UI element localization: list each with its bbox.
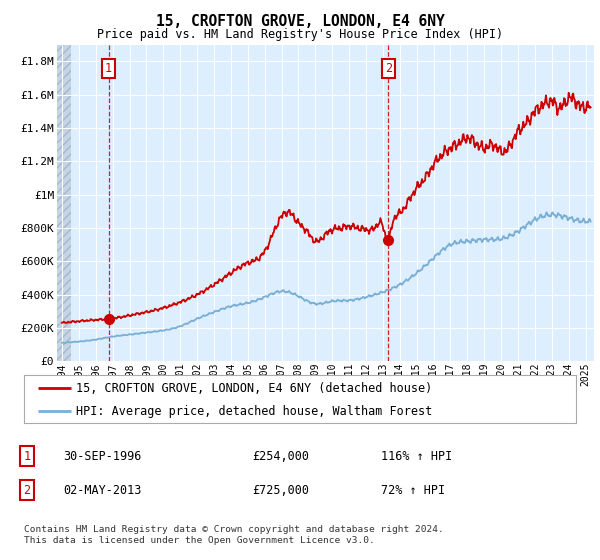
- Text: 2: 2: [385, 62, 392, 74]
- Text: 30-SEP-1996: 30-SEP-1996: [63, 450, 142, 463]
- Text: 15, CROFTON GROVE, LONDON, E4 6NY (detached house): 15, CROFTON GROVE, LONDON, E4 6NY (detac…: [76, 382, 433, 395]
- Text: 116% ↑ HPI: 116% ↑ HPI: [381, 450, 452, 463]
- Text: HPI: Average price, detached house, Waltham Forest: HPI: Average price, detached house, Walt…: [76, 405, 433, 418]
- Text: £725,000: £725,000: [252, 483, 309, 497]
- Text: £254,000: £254,000: [252, 450, 309, 463]
- Text: 1: 1: [105, 62, 112, 74]
- Text: Price paid vs. HM Land Registry's House Price Index (HPI): Price paid vs. HM Land Registry's House …: [97, 28, 503, 41]
- Text: 1: 1: [23, 450, 31, 463]
- Text: 2: 2: [23, 483, 31, 497]
- Text: 02-MAY-2013: 02-MAY-2013: [63, 483, 142, 497]
- Text: Contains HM Land Registry data © Crown copyright and database right 2024.
This d: Contains HM Land Registry data © Crown c…: [24, 525, 444, 545]
- Text: 72% ↑ HPI: 72% ↑ HPI: [381, 483, 445, 497]
- Text: 15, CROFTON GROVE, LONDON, E4 6NY: 15, CROFTON GROVE, LONDON, E4 6NY: [155, 14, 445, 29]
